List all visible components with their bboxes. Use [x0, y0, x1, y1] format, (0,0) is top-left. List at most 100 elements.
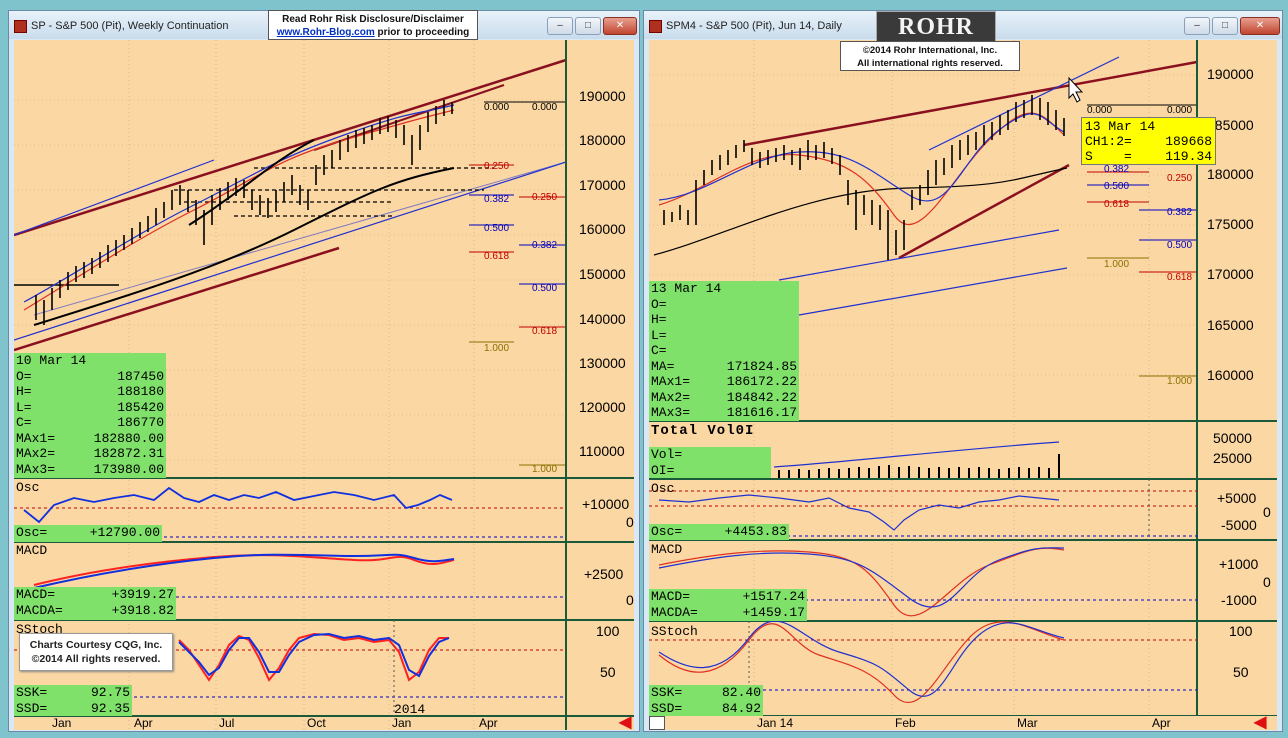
macd-axis-tick: -1000	[1221, 592, 1257, 608]
stoch-axis-tick: 100	[1229, 623, 1253, 639]
osc-axis-tick: 0	[626, 514, 634, 530]
cqg-courtesy-note: Charts Courtesy CQG, Inc. ©2014 All righ…	[19, 633, 173, 671]
copyright-box: ©2014 Rohr International, Inc. All inter…	[840, 41, 1020, 71]
cursor-info-box: 13 Mar 14 CH1:2= 189668 S = 119.34	[1081, 117, 1216, 165]
disclaimer-box[interactable]: Read Rohr Risk Disclosure/Disclaimer www…	[268, 10, 478, 40]
year-label: 2014	[394, 702, 426, 717]
time-tick: Mar	[1017, 716, 1038, 730]
left-macd-value-box: MACD= +3919.27 MACDA= +3918.82	[14, 587, 176, 620]
right-volume-box: Vol= OI=	[649, 447, 771, 478]
stoch-axis-tick: 100	[596, 623, 620, 639]
fib-label: 0.500	[532, 283, 558, 294]
right-price-axis: 190000 185000 180000 175000 170000 16500…	[1207, 40, 1273, 420]
scroll-left-arrow-icon[interactable]: ◀	[619, 714, 632, 731]
fib-label: 0.000	[1087, 105, 1113, 116]
fib-label: 0.500	[1167, 240, 1193, 251]
left-price-axis: 190000 180000 170000 160000 150000 14000…	[579, 40, 639, 480]
left-chart-window[interactable]: SP - S&P 500 (Pit), Weekly Continuation …	[8, 10, 640, 732]
time-tick: Jan	[392, 716, 412, 730]
fib-label: 0.250	[532, 192, 558, 203]
scroll-left-arrow-icon[interactable]: ◀	[1254, 714, 1267, 731]
fib-label: 0.500	[1104, 181, 1130, 192]
rohr-blog-link[interactable]: www.Rohr-Blog.com	[276, 27, 375, 38]
time-tick: Apr	[1152, 716, 1171, 730]
left-stoch-value-box: SSK= 92.75 SSD= 92.35	[14, 685, 132, 716]
left-ohlc-databox: 10 Mar 14 O= 187450 H= 188180 L= 185420 C= 1…	[14, 353, 166, 478]
databox-row: MAx2= 182872.31	[16, 446, 164, 461]
maximize-button[interactable]: □	[575, 17, 601, 35]
right-stoch-value-box: SSK= 82.40 SSD= 84.92	[649, 685, 763, 716]
price-tick: 185000	[1207, 117, 1254, 133]
price-tick: 180000	[1207, 166, 1254, 182]
right-osc-label: Osc	[651, 481, 675, 496]
price-tick: 170000	[1207, 266, 1254, 282]
fib-label: 0.618	[484, 251, 510, 262]
fib-label: 0.618	[1167, 272, 1193, 283]
fib-label: 0.382	[1167, 207, 1193, 218]
right-stoch-label: SStoch	[651, 624, 698, 639]
rohr-logo: ROHR	[876, 11, 996, 43]
price-tick: 175000	[1207, 216, 1254, 232]
price-tick: 160000	[1207, 367, 1254, 383]
databox-row: O= 187450	[16, 368, 164, 384]
price-tick: 190000	[1207, 66, 1254, 82]
time-tick: Jul	[219, 716, 235, 730]
left-osc-label: Osc	[16, 480, 40, 495]
left-chart-area[interactable]: 190000 180000 170000 160000 150000 14000…	[14, 40, 634, 731]
right-window-title: SPM4 - S&P 500 (Pit), Jun 14, Daily	[666, 20, 842, 32]
databox-row: C= 186770	[16, 415, 164, 430]
fib-label: 0.382	[484, 194, 510, 205]
maximize-button[interactable]: □	[1212, 17, 1238, 35]
price-tick: 140000	[579, 311, 626, 327]
minimize-button[interactable]: –	[547, 17, 573, 35]
fib-label: 0.250	[484, 161, 510, 172]
price-tick: 165000	[1207, 317, 1254, 333]
macd-axis-tick: +2500	[584, 566, 624, 582]
fib-label: 0.250	[1167, 173, 1193, 184]
right-volume-label: Total Vol0I	[651, 423, 755, 439]
osc-axis-tick: 0	[1263, 504, 1271, 520]
osc-axis-tick: +5000	[1217, 490, 1257, 506]
fib-label: 1.000	[1104, 259, 1130, 270]
time-tick: Apr	[134, 716, 153, 730]
databox-row: L= 185420	[16, 399, 164, 415]
close-button[interactable]: ✕	[1240, 17, 1280, 35]
fib-label: 1.000	[532, 464, 558, 475]
macd-axis-tick: +1000	[1219, 556, 1259, 572]
time-tick: Jan 14	[757, 716, 794, 730]
stoch-axis-tick: 50	[600, 664, 616, 680]
stoch-axis-tick: 50	[1233, 664, 1249, 680]
macd-axis-tick: 0	[626, 592, 634, 608]
time-tick: Apr	[479, 716, 498, 730]
right-chart-area[interactable]: 190000 185000 180000 175000 170000 16500…	[649, 40, 1277, 731]
right-chart-window[interactable]: SPM4 - S&P 500 (Pit), Jun 14, Daily – □ …	[643, 10, 1283, 732]
minimize-button[interactable]: –	[1184, 17, 1210, 35]
databox-row: MAx1= 182880.00	[16, 430, 164, 446]
fib-label: 0.382	[532, 240, 558, 251]
left-macd-label: MACD	[16, 543, 48, 558]
time-scroll-box[interactable]	[649, 716, 665, 730]
right-macd-label: MACD	[651, 542, 683, 557]
fib-label: 0.000	[1167, 105, 1193, 116]
cqg-app-icon	[649, 20, 662, 33]
price-tick: 120000	[579, 399, 626, 415]
fib-label: 0.618	[1104, 199, 1130, 210]
right-ohlc-databox: 13 Mar 14 O= H= L= C= MA= 171824.85 MAx1=…	[649, 281, 799, 421]
time-tick: Oct	[307, 716, 326, 730]
fib-label: 0.000	[484, 102, 510, 113]
price-tick: 180000	[579, 132, 626, 148]
right-time-axis: Jan 14 Feb Mar Apr	[649, 716, 1277, 730]
volume-axis-tick: 50000	[1213, 430, 1252, 446]
price-tick: 190000	[579, 88, 626, 104]
macd-axis-tick: 0	[1263, 574, 1271, 590]
left-window-title: SP - S&P 500 (Pit), Weekly Continuation	[31, 20, 229, 32]
fib-label: 0.382	[1104, 164, 1130, 175]
time-tick: Jan	[52, 716, 72, 730]
disclaimer-line2: www.Rohr-Blog.com prior to proceeding	[276, 27, 470, 38]
price-tick: 160000	[579, 221, 626, 237]
osc-axis-tick: +10000	[582, 496, 630, 512]
cqg-app-icon	[14, 20, 27, 33]
left-osc-value-box: Osc= +12790.00	[14, 525, 162, 542]
databox-row: MAx3= 173980.00	[16, 461, 164, 477]
close-button[interactable]: ✕	[603, 17, 637, 35]
